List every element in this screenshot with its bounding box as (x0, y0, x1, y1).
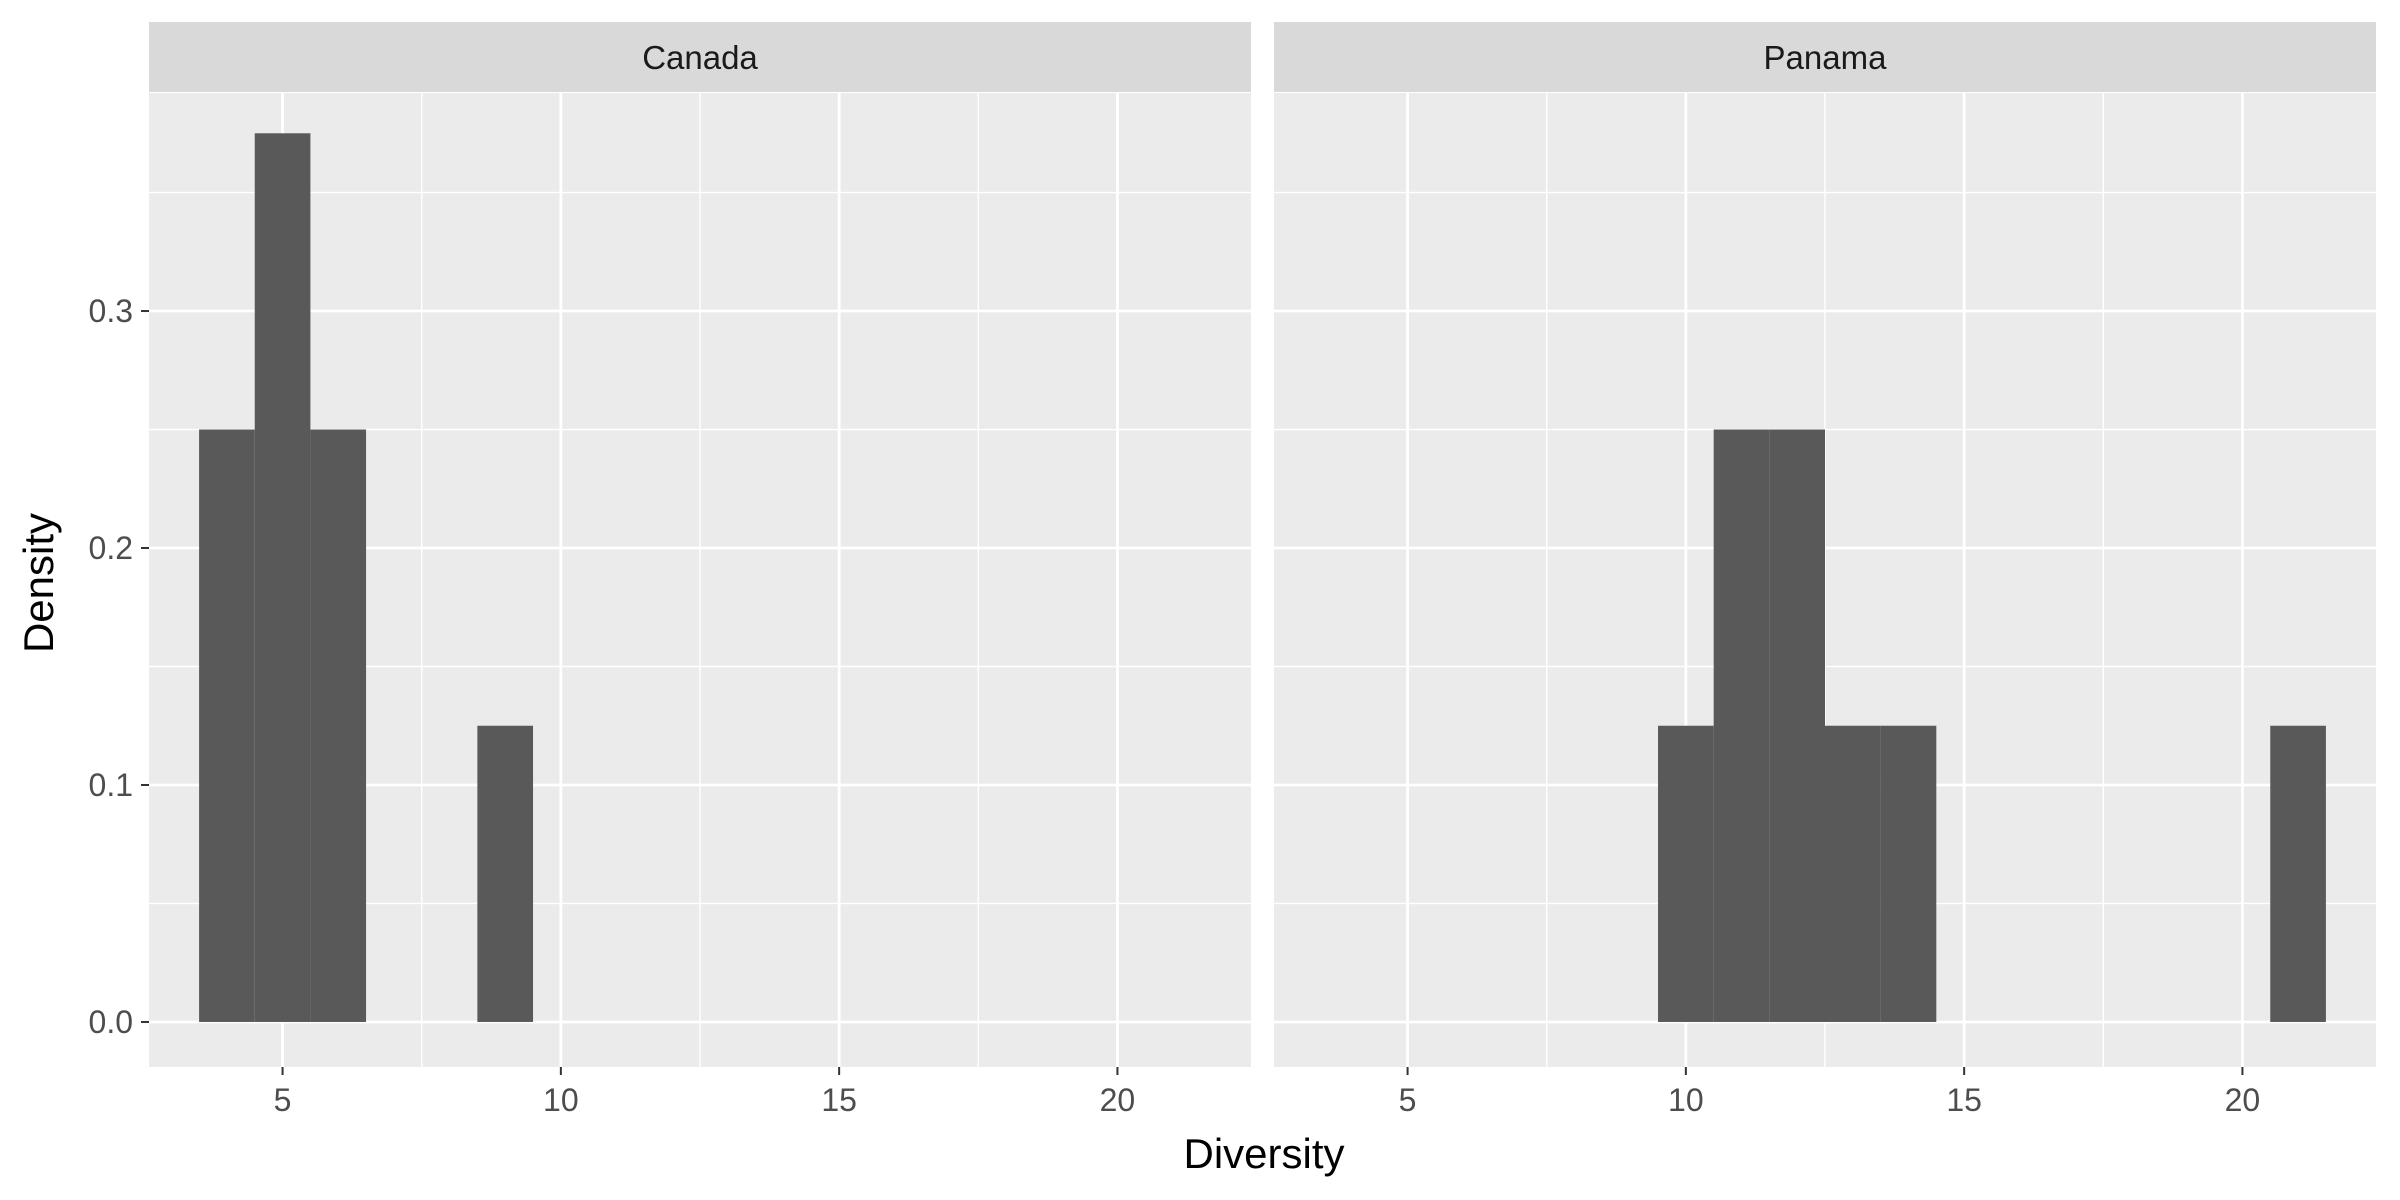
facet-strip (149, 22, 1251, 92)
x-tick-label: 20 (1100, 1082, 1136, 1118)
facet-panel-panama: Panama 5 10 15 20 (1274, 22, 2376, 1118)
y-tick-label: 0.3 (89, 293, 133, 329)
histogram-bar (2270, 725, 2326, 1022)
histogram-bar (1713, 429, 1770, 1022)
histogram-bar (1825, 725, 1881, 1022)
x-tick-label: 20 (2225, 1082, 2261, 1118)
y-tick-label: 0.2 (89, 530, 133, 566)
panels-layer: Canada 5 10 15 20 Panama 5 10 15 20 (149, 22, 2376, 1118)
facet-strip (1274, 22, 2376, 92)
x-tick-label: 15 (821, 1082, 857, 1118)
histogram-bar (254, 133, 311, 1022)
x-tick-label: 10 (1668, 1082, 1704, 1118)
histogram-bar (1769, 429, 1825, 1022)
y-tick-label: 0.0 (89, 1004, 133, 1040)
x-tick-label: 15 (1946, 1082, 1982, 1118)
facet-strip-label: Panama (1764, 39, 1888, 76)
x-axis-title: Diversity (1183, 1130, 1344, 1177)
histogram-bar (199, 429, 255, 1022)
y-axis: 0.0 0.1 0.2 0.3 (89, 293, 149, 1040)
x-tick-label: 5 (274, 1082, 292, 1118)
y-tick-label: 0.1 (89, 767, 133, 803)
x-tick-label: 10 (543, 1082, 579, 1118)
histogram-bar (477, 725, 534, 1022)
histogram-bar (1880, 725, 1937, 1022)
histogram-bar (1658, 725, 1714, 1022)
facet-strip-label: Canada (642, 39, 758, 76)
x-tick-label: 5 (1399, 1082, 1417, 1118)
facet-panel-canada: Canada 5 10 15 20 (149, 22, 1251, 1118)
histogram-bar (310, 429, 367, 1022)
y-axis-title: Density (15, 513, 62, 653)
